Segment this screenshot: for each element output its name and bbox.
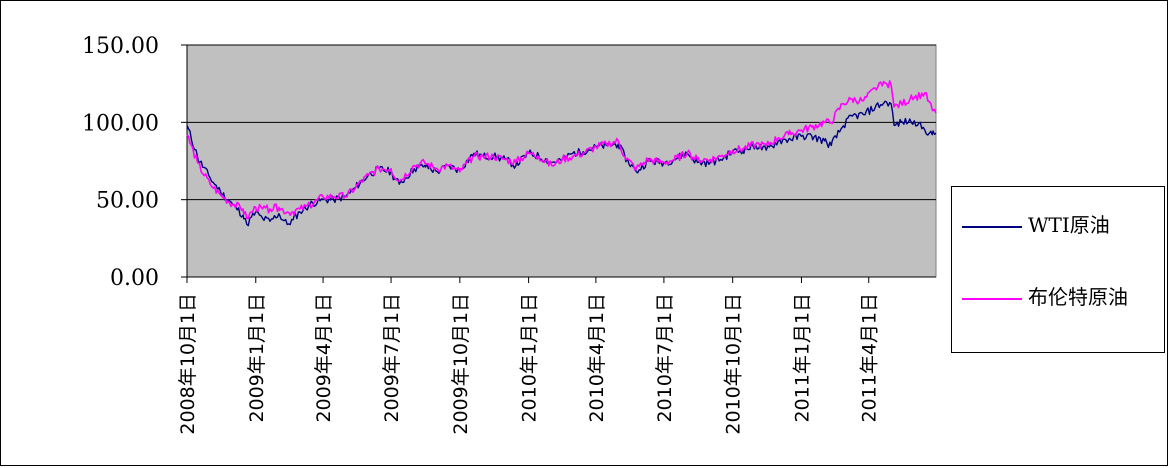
- legend-label-wti: WTI原油: [1028, 213, 1110, 237]
- legend-item-wti: WTI原油: [962, 213, 1148, 237]
- y-tick-label: 100.00: [82, 111, 159, 136]
- x-tick-label: 2011年4月1日: [859, 293, 881, 423]
- x-tick-label: 2010年1月1日: [519, 293, 541, 423]
- y-axis: 0.00 50.00 100.00 150.00: [82, 34, 188, 291]
- series-line-brent: [186, 80, 937, 220]
- legend: WTI原油 布伦特原油: [951, 186, 1165, 353]
- x-tick-label: 2009年10月1日: [450, 293, 472, 435]
- x-tick-label: 2011年1月1日: [791, 293, 813, 423]
- x-tick-label: 2009年7月1日: [381, 293, 403, 423]
- x-tick-label: 2010年4月1日: [586, 293, 608, 423]
- gridlines: [187, 44, 936, 201]
- x-tick-label: 2010年10月1日: [723, 293, 745, 435]
- y-tick-label: 50.00: [96, 189, 159, 214]
- y-tick-label: 0.00: [110, 266, 159, 291]
- x-tick-label: 2010年7月1日: [654, 293, 676, 423]
- series-layer: [186, 80, 937, 227]
- y-tick-label: 150.00: [82, 34, 159, 59]
- x-tick-label: 2009年1月1日: [246, 293, 268, 423]
- legend-item-brent: 布伦特原油: [962, 285, 1148, 309]
- x-tick-label: 2009年4月1日: [313, 293, 335, 423]
- x-tick-label: 2008年10月1日: [177, 293, 199, 435]
- legend-swatch-wti: [962, 226, 1022, 228]
- x-axis: 2008年10月1日 2009年1月1日 2009年4月1日 2009年7月1日 200…: [177, 276, 936, 435]
- legend-swatch-brent: [962, 298, 1022, 300]
- legend-label-brent: 布伦特原油: [1028, 285, 1128, 309]
